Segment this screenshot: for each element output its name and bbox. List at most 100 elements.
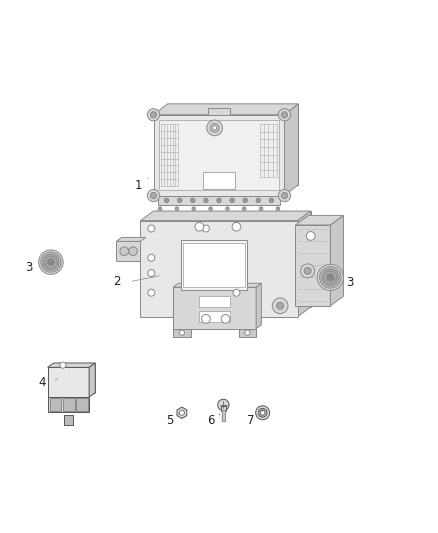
Circle shape (202, 225, 209, 232)
Polygon shape (54, 363, 95, 393)
Circle shape (150, 112, 156, 118)
Circle shape (148, 225, 155, 232)
Polygon shape (153, 211, 311, 307)
Polygon shape (159, 120, 279, 190)
Polygon shape (76, 398, 88, 410)
Circle shape (279, 109, 290, 121)
Polygon shape (173, 287, 256, 329)
Polygon shape (141, 221, 297, 317)
Text: 7: 7 (247, 414, 254, 427)
Circle shape (256, 406, 270, 420)
Circle shape (45, 256, 57, 268)
Polygon shape (50, 398, 61, 410)
Circle shape (129, 247, 138, 256)
Circle shape (41, 252, 61, 272)
Polygon shape (297, 211, 311, 317)
Circle shape (243, 207, 246, 211)
Circle shape (192, 207, 195, 211)
Text: 2: 2 (113, 275, 120, 288)
Polygon shape (199, 311, 230, 322)
Polygon shape (158, 196, 280, 205)
Polygon shape (222, 410, 225, 422)
Circle shape (120, 247, 129, 256)
Circle shape (306, 231, 315, 240)
Circle shape (179, 330, 184, 335)
Polygon shape (199, 296, 230, 306)
Circle shape (148, 270, 155, 277)
Circle shape (277, 302, 284, 309)
Circle shape (164, 198, 169, 203)
Circle shape (217, 198, 221, 203)
Circle shape (230, 198, 234, 203)
Polygon shape (48, 363, 95, 367)
Circle shape (148, 189, 159, 201)
Polygon shape (167, 104, 298, 184)
Circle shape (221, 314, 230, 323)
Circle shape (209, 207, 212, 211)
Polygon shape (295, 215, 343, 225)
Polygon shape (117, 241, 141, 261)
Circle shape (218, 399, 229, 410)
Circle shape (320, 266, 341, 288)
Circle shape (43, 254, 59, 270)
Polygon shape (153, 115, 285, 196)
Circle shape (260, 410, 265, 415)
Circle shape (243, 198, 247, 203)
Circle shape (204, 198, 208, 203)
Text: 1: 1 (134, 179, 142, 192)
Circle shape (279, 189, 290, 201)
Polygon shape (64, 415, 73, 425)
Polygon shape (48, 367, 89, 397)
Circle shape (324, 271, 337, 284)
Circle shape (39, 250, 63, 274)
Text: 3: 3 (346, 276, 353, 289)
Text: 6: 6 (207, 414, 215, 427)
Polygon shape (208, 108, 230, 115)
Polygon shape (183, 243, 245, 287)
Circle shape (259, 207, 263, 211)
Circle shape (282, 192, 288, 199)
Circle shape (179, 410, 184, 415)
Circle shape (47, 259, 54, 265)
Circle shape (150, 192, 156, 199)
Polygon shape (256, 284, 261, 329)
Polygon shape (141, 211, 311, 221)
Circle shape (201, 314, 210, 323)
Polygon shape (89, 363, 95, 397)
Polygon shape (221, 406, 226, 411)
Circle shape (232, 222, 241, 231)
Circle shape (276, 207, 280, 211)
Circle shape (191, 198, 195, 203)
Polygon shape (239, 329, 256, 336)
Circle shape (256, 198, 261, 203)
Circle shape (148, 254, 155, 261)
Polygon shape (203, 172, 235, 189)
Circle shape (60, 362, 66, 368)
Circle shape (175, 207, 179, 211)
Circle shape (148, 289, 155, 296)
Circle shape (148, 109, 159, 121)
Circle shape (233, 289, 240, 296)
Polygon shape (295, 225, 330, 306)
Circle shape (212, 126, 217, 130)
Circle shape (322, 269, 339, 286)
Polygon shape (177, 407, 187, 418)
Polygon shape (48, 397, 89, 413)
Circle shape (327, 274, 334, 281)
Polygon shape (285, 104, 298, 196)
Polygon shape (173, 329, 191, 336)
Polygon shape (153, 104, 298, 115)
Circle shape (304, 268, 311, 274)
Polygon shape (330, 215, 343, 306)
Circle shape (282, 112, 288, 118)
Circle shape (269, 198, 274, 203)
Circle shape (317, 264, 343, 290)
Circle shape (195, 222, 204, 231)
Circle shape (207, 120, 223, 136)
Circle shape (272, 298, 288, 313)
Text: 5: 5 (166, 414, 174, 427)
Circle shape (300, 264, 314, 278)
Polygon shape (180, 240, 247, 289)
Text: 4: 4 (39, 376, 46, 389)
Polygon shape (173, 284, 261, 287)
